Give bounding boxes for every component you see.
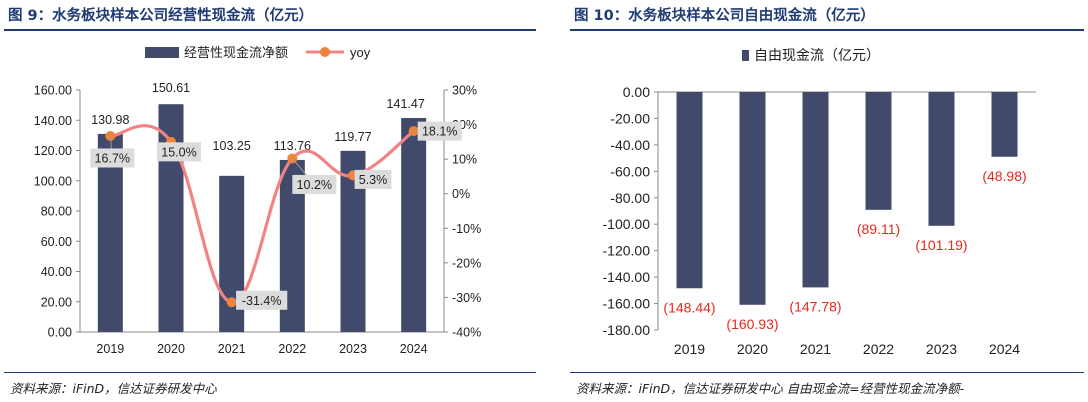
y-tick-label: 100.00 <box>34 174 72 188</box>
x-tick-label: 2023 <box>339 342 367 356</box>
y-tick-label: 80.00 <box>41 205 72 219</box>
yoy-label-box <box>417 121 462 141</box>
x-tick-label: 2020 <box>157 342 185 356</box>
y2-tick-label: -20% <box>452 256 481 270</box>
x-tick-label: 2022 <box>278 342 306 356</box>
y-tick-label: -40.00 <box>610 137 650 153</box>
yoy-label-box <box>354 169 392 189</box>
bar-free-cash-flow-2022 <box>865 92 892 210</box>
source-note: 资料来源：iFinD，信达证券研发中心 自由现金流=经营性现金流净额- <box>576 381 965 396</box>
yoy-label-box <box>157 142 201 162</box>
y-tick-label: -120.00 <box>603 243 651 259</box>
chart-panel-operating-cash-flow: 图 9：水务板块样本公司经营性现金流（亿元） 0.00 20.00 40.00 60.… <box>0 0 540 402</box>
y2-tick-label: 30% <box>452 84 477 98</box>
y-tick-label: 40.00 <box>41 265 72 279</box>
x-tick-label: 2023 <box>926 341 957 357</box>
y2-tick-label: 0% <box>452 187 470 201</box>
bar-value-label: 113.76 <box>274 139 311 153</box>
y-tick-label: -140.00 <box>603 269 651 285</box>
bar-value-label: (147.78) <box>789 298 841 314</box>
x-tick-label: 2021 <box>800 341 831 357</box>
y2-tick-label: -40% <box>452 326 481 340</box>
y-tick-label: 0.00 <box>623 84 650 100</box>
source-note: 资料来源：iFinD，信达证券研发中心 <box>10 381 217 396</box>
yoy-label: 16.7% <box>95 151 130 165</box>
legend-label-line: yoy <box>350 45 371 60</box>
yoy-label-box <box>90 148 135 168</box>
y-tick-label: -80.00 <box>610 190 650 206</box>
legend-label-bar: 自由现金流（亿元） <box>754 47 880 63</box>
y-tick-label: -180.00 <box>603 322 651 338</box>
bar-value-label: (89.11) <box>857 221 900 237</box>
yoy-label-box <box>292 174 337 194</box>
x-tick-label: 2019 <box>96 342 124 356</box>
y-tick-label: 0.00 <box>48 326 72 340</box>
y2-tick-label: 10% <box>452 153 477 167</box>
y-tick-label: 60.00 <box>41 235 72 249</box>
yoy-line <box>110 124 415 304</box>
bar-free-cash-flow-2023 <box>928 92 955 226</box>
y-tick-label: 20.00 <box>41 295 72 309</box>
y-tick-label: -20.00 <box>610 110 650 126</box>
legend-label-bar: 经营性现金流净额 <box>184 45 288 60</box>
y-tick-label: -60.00 <box>610 163 650 179</box>
y-tick-label: -100.00 <box>603 216 651 232</box>
bar-value-label: 103.25 <box>213 139 251 153</box>
x-tick-label: 2024 <box>989 341 1020 357</box>
yoy-label-box <box>236 290 288 310</box>
source-rule <box>4 372 536 373</box>
y-tick-label: 140.00 <box>34 114 72 128</box>
x-tick-label: 2019 <box>674 341 705 357</box>
yoy-label: -31.4% <box>242 294 282 308</box>
yoy-label: 5.3% <box>359 173 388 187</box>
legend-swatch-dot <box>320 47 330 57</box>
bar-free-cash-flow-2021 <box>802 92 829 288</box>
x-tick-label: 2022 <box>863 341 894 357</box>
bar-free-cash-flow-2024 <box>991 92 1018 157</box>
bar-value-label: (148.44) <box>663 299 715 315</box>
chart-panel-free-cash-flow: 图 10：水务板块样本公司自由现金流（亿元） 0.00 -20.00 -40.00 -… <box>566 0 1088 402</box>
title-rule <box>4 29 536 31</box>
x-tick-label: 2020 <box>737 341 768 357</box>
y2-tick-label: -30% <box>452 291 481 305</box>
legend: 经营性现金流净额 yoy <box>145 45 371 60</box>
legend-swatch-bar <box>742 50 749 61</box>
bar-value-label: 141.47 <box>387 97 425 111</box>
chart-title: 图 10：水务板块样本公司自由现金流（亿元） <box>574 8 875 24</box>
chart-title: 图 9：水务板块样本公司经营性现金流（亿元） <box>8 8 314 24</box>
y-tick-label: 160.00 <box>34 84 72 98</box>
bar-value-label: (101.19) <box>915 237 967 253</box>
free-cash-flow-chart: 0.00 -20.00 -40.00 -60.00 -80.00 -100.00 -120.… <box>603 47 1036 357</box>
bar-value-label: 119.77 <box>334 130 371 144</box>
bar-value-label: 150.61 <box>152 81 190 95</box>
yoy-label: 10.2% <box>297 178 332 192</box>
x-tick-label: 2021 <box>218 342 246 356</box>
y-tick-label: 120.00 <box>34 144 72 158</box>
source-rule <box>570 372 1084 373</box>
operating-cash-flow-chart: 0.00 20.00 40.00 60.00 80.00 100.00 120.00 140.… <box>34 45 481 356</box>
bar-free-cash-flow-2020 <box>739 92 766 305</box>
bar-operating-cash-flow-2024 <box>401 118 427 332</box>
yoy-label: 15.0% <box>161 145 196 159</box>
yoy-label: 18.1% <box>422 125 457 139</box>
bar-free-cash-flow-2019 <box>676 92 703 289</box>
bar-value-label: (48.98) <box>982 168 1026 184</box>
x-tick-label: 2024 <box>400 342 428 356</box>
y2-tick-label: -10% <box>452 222 481 236</box>
legend-swatch-bar <box>145 47 179 58</box>
title-rule <box>570 29 1084 31</box>
legend: 自由现金流（亿元） <box>742 47 880 63</box>
y-tick-label: -160.00 <box>603 296 651 312</box>
bar-value-label: 130.98 <box>91 113 129 127</box>
bar-value-label: (160.93) <box>726 316 778 332</box>
